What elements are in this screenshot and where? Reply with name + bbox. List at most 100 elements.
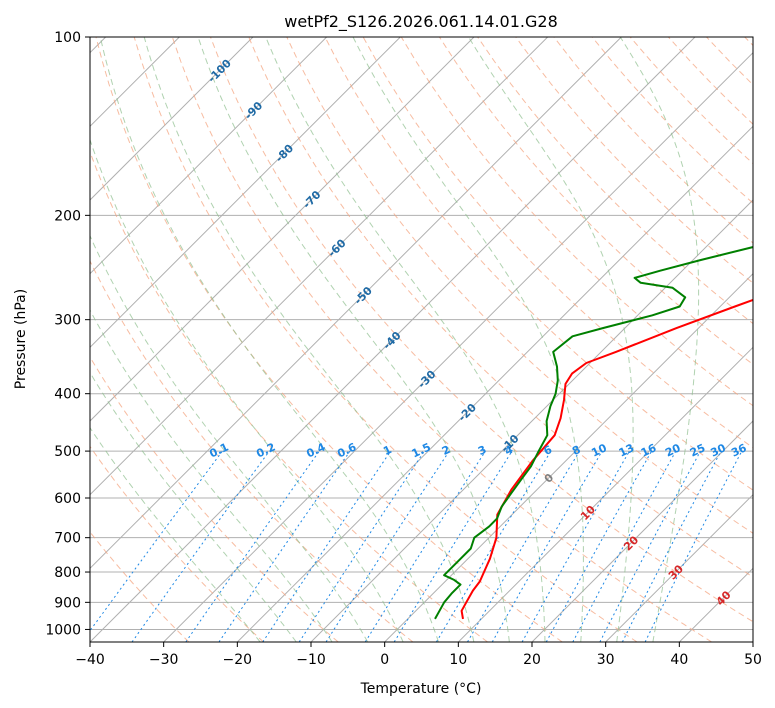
isotherm-line xyxy=(90,37,254,201)
y-tick-label: 800 xyxy=(54,565,81,581)
isotherm-line xyxy=(90,37,696,642)
dry-adiabat xyxy=(515,37,753,284)
dry-adiabat xyxy=(95,37,563,642)
x-tick-label: −10 xyxy=(296,652,326,668)
moist-adiabat xyxy=(90,371,297,642)
dry-adiabat xyxy=(706,37,753,86)
y-tick-label: 500 xyxy=(54,444,81,460)
mixing-ratio-line xyxy=(298,450,425,642)
x-tick-label: −30 xyxy=(149,652,179,668)
mixing-ratio-label: 0.6 xyxy=(335,440,358,460)
moist-adiabat xyxy=(90,234,369,642)
moist-adiabat xyxy=(143,37,475,642)
dry-adiabat xyxy=(248,37,753,578)
dry-adiabat xyxy=(324,37,753,491)
y-tick-label: 900 xyxy=(54,595,81,611)
mixing-ratio-label: 16 xyxy=(639,441,659,459)
mixing-ratio-label: 13 xyxy=(617,441,636,459)
isotherm-line xyxy=(90,37,475,422)
mixing-ratio-line xyxy=(599,450,701,642)
dry-adiabat xyxy=(90,445,264,642)
isotherm-line xyxy=(752,641,753,642)
y-tick-label: 300 xyxy=(54,313,81,329)
isotherm-label: -100 xyxy=(205,57,234,86)
plot-area xyxy=(90,37,753,642)
mixing-ratio-line xyxy=(131,450,270,642)
mixing-ratio-line xyxy=(218,450,351,642)
mixing-ratio-line xyxy=(467,450,580,642)
dry-adiabat xyxy=(90,259,414,642)
y-axis-title: Pressure (hPa) xyxy=(13,289,29,389)
x-tick-label: 20 xyxy=(523,652,541,668)
mixing-ratio-line xyxy=(325,450,450,642)
mixing-ratio-label: 6 xyxy=(542,443,555,458)
x-tick-label: 40 xyxy=(670,652,688,668)
isotherm-line xyxy=(678,567,753,642)
mixing-ratio-line xyxy=(491,450,603,642)
mixing-ratio-line xyxy=(90,450,223,632)
mixing-ratio-line xyxy=(435,450,552,642)
y-tick-label: 100 xyxy=(54,30,81,46)
isotherm-line xyxy=(384,272,753,642)
y-tick-label: 1000 xyxy=(45,622,81,638)
x-axis-title: Temperature (°C) xyxy=(360,681,482,697)
isotherm-line xyxy=(457,346,753,642)
dry-adiabat xyxy=(591,37,753,204)
isotherm-line xyxy=(531,420,753,642)
dry-adiabat xyxy=(744,37,753,47)
mixing-ratio-line xyxy=(262,450,392,642)
mixing-ratio-label: 1.5 xyxy=(410,440,433,460)
moist-adiabat xyxy=(90,426,261,642)
mixing-ratio-label: 1 xyxy=(381,443,393,458)
moist-adiabat xyxy=(619,37,700,642)
moist-adiabat xyxy=(90,138,404,642)
temperature-profile xyxy=(460,298,753,620)
isotherm-label: -70 xyxy=(300,188,323,211)
mixing-ratio-label: 0.1 xyxy=(207,440,230,460)
y-axis-ticks: 100 200 300 400 500 600 700 800 900 1000 xyxy=(45,30,90,638)
isotherm-line xyxy=(90,37,549,496)
y-tick-label: 200 xyxy=(54,208,81,224)
isotherm-line xyxy=(236,125,753,642)
dry-adiabat xyxy=(90,356,339,642)
dry-adiabat xyxy=(210,37,753,623)
x-tick-label: 10 xyxy=(449,652,467,668)
series-layer xyxy=(434,246,753,620)
x-tick-label: −20 xyxy=(223,652,253,668)
dry-adiabat xyxy=(90,150,488,642)
mixing-ratio-label: 10 xyxy=(589,441,609,459)
isotherm-line xyxy=(310,199,753,642)
mixing-ratio-line xyxy=(185,450,320,642)
y-tick-label: 600 xyxy=(54,491,81,507)
x-tick-label: −40 xyxy=(75,652,105,668)
mixing-ratio-line xyxy=(393,450,513,642)
x-axis-ticks: −40 −30 −20 −10 0 10 20 30 40 50 xyxy=(75,642,762,668)
dry-adiabat xyxy=(171,37,712,642)
mixing-ratio-line xyxy=(572,450,677,642)
dry-adiabat xyxy=(668,37,753,125)
mixing-ratio-label: 25 xyxy=(688,441,707,459)
y-tick-label: 400 xyxy=(54,387,81,403)
mixing-ratio-label: 3 xyxy=(476,443,488,458)
dry-adiabat xyxy=(286,37,753,534)
moist-adiabat xyxy=(197,37,510,642)
moist-adiabat xyxy=(99,37,439,642)
plot-frame xyxy=(89,36,754,643)
x-tick-label: 50 xyxy=(744,652,762,668)
mixing-ratio-line xyxy=(521,450,630,642)
moist-adiabat xyxy=(265,37,546,642)
dewpoint-profile xyxy=(434,246,753,620)
isotherm-line xyxy=(605,493,753,642)
mixing-ratio-label: 30 xyxy=(708,441,728,459)
mixing-ratio-line xyxy=(364,450,486,642)
chart-title: wetPf2_S126.2026.061.14.01.G28 xyxy=(284,12,558,32)
isotherm-line xyxy=(90,37,328,275)
isotherm-line xyxy=(90,37,401,349)
mixing-ratio-label: 0.4 xyxy=(304,440,327,460)
dry-adiabat xyxy=(553,37,753,244)
mixing-ratio-label: 36 xyxy=(729,441,749,459)
mixing-ratio-line xyxy=(644,450,743,642)
x-tick-label: 0 xyxy=(380,652,389,668)
y-tick-label: 700 xyxy=(54,531,81,547)
